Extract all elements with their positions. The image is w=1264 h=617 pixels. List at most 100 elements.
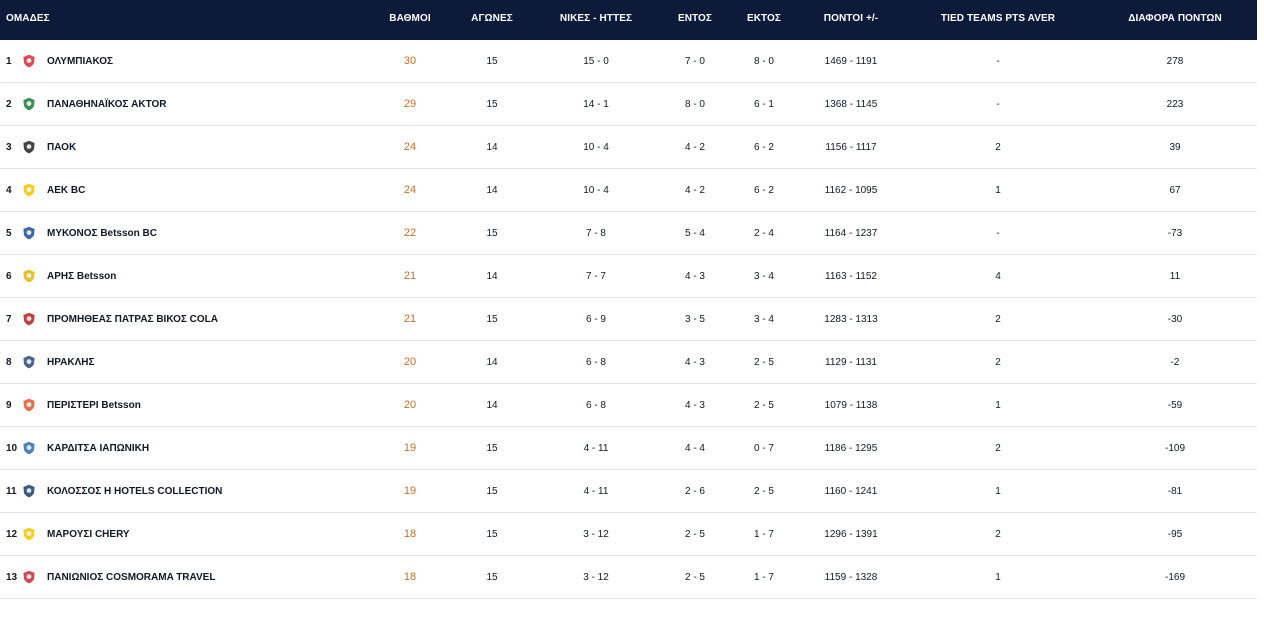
team-points-for-against: 1129 - 1131 [825,356,877,368]
team-games: 15 [486,571,498,583]
header-tied-teams[interactable]: TIED TEAMS PTS AVER [940,12,1056,24]
team-position: 10 [6,442,18,454]
standings-table: ΟΜΑΔΕΣ ΒΑΘΜΟΙ ΑΓΩΝΕΣ ΝΙΚΕΣ - ΗΤΤΕΣ ΕΝΤΟΣ… [0,0,1257,599]
team-name-link[interactable]: ΠΑΟΚ [47,141,77,153]
table-row[interactable]: 7 ΠΡΟΜΗΘΕΑΣ ΠΑΤΡΑΣ ΒΙΚΟΣ COLA 21 15 6 - 9 3 -… [0,298,1257,341]
team-logo-cell [20,169,38,211]
team-name-link[interactable]: ΚΑΡΔΙΤΣΑ ΙΑΠΩΝΙΚΗ [47,442,150,454]
team-point-diff: -59 [1167,399,1183,411]
team-points-for-against: 1156 - 1117 [825,141,877,153]
header-wins-losses[interactable]: ΝΙΚΕΣ - ΗΤΤΕΣ [559,12,633,24]
team-points: 30 [403,55,417,67]
team-wins-losses: 10 - 4 [583,141,609,153]
team-position: 5 [6,227,12,239]
table-row[interactable]: 12 ΜΑΡΟΥΣΙ CHERY 18 15 3 - 12 2 - 5 1 - 7 1296 … [0,513,1257,556]
header-points-for-against[interactable]: ΠΟΝΤΟΙ +/- [823,12,879,24]
team-point-diff: -95 [1167,528,1183,540]
team-logo-cell [20,212,38,254]
team-logo-cell [20,513,38,555]
team-position: 4 [6,184,12,196]
team-points: 18 [403,528,417,540]
team-home-record: 3 - 5 [684,313,705,325]
team-points: 29 [403,98,417,110]
team-logo-cell [20,470,38,512]
team-name-link[interactable]: ΠΑΝΙΩΝΙΟΣ COSMORAMA TRAVEL [47,571,216,583]
team-points-for-against: 1296 - 1391 [824,528,878,540]
team-home-record: 2 - 5 [684,528,705,540]
team-name-link[interactable]: ΜΑΡΟΥΣΙ CHERY [47,528,130,540]
table-row[interactable]: 5 ΜΥΚΟΝΟΣ Betsson BC 22 15 7 - 8 5 - 4 2 - 4 11… [0,212,1257,255]
team-home-record: 4 - 3 [684,270,705,282]
team-away-record: 3 - 4 [753,313,774,325]
team-home-record: 4 - 3 [684,399,705,411]
team-name-link[interactable]: ΑΡΗΣ Betsson [47,270,117,282]
team-points: 21 [403,313,417,325]
team-position: 2 [6,98,12,110]
team-position: 8 [6,356,12,368]
team-name-link[interactable]: ΜΥΚΟΝΟΣ Betsson BC [47,227,157,239]
team-name-link[interactable]: ΚΟΛΟΣΣΟΣ H HOTELS COLLECTION [47,485,223,497]
team-wins-losses: 3 - 12 [583,528,609,540]
team-points-for-against: 1079 - 1138 [824,399,878,411]
promitheas-logo [22,312,36,326]
team-wins-losses: 6 - 8 [585,356,606,368]
team-away-record: 2 - 5 [753,485,774,497]
team-name-link[interactable]: ΗΡΑΚΛΗΣ [47,356,95,368]
team-name-link[interactable]: ΠΡΟΜΗΘΕΑΣ ΠΑΤΡΑΣ ΒΙΚΟΣ COLA [47,313,218,325]
team-point-diff: 278 [1166,55,1184,67]
header-team[interactable]: ΟΜΑΔΕΣ [6,12,50,24]
aris-logo [22,269,36,283]
team-home-record: 5 - 4 [684,227,705,239]
team-points: 21 [403,270,417,282]
table-row[interactable]: 2 ΠΑΝΑΘΗΝΑΪΚΟΣ AKTOR 29 15 14 - 1 8 - 0 6 - 1 1… [0,83,1257,126]
team-position: 1 [6,55,12,67]
table-row[interactable]: 4 AEK BC 24 14 10 - 4 4 - 2 6 - 2 1162 - 1095 1 6… [0,169,1257,212]
team-point-diff: -2 [1170,356,1180,368]
team-wins-losses: 6 - 8 [585,399,606,411]
team-wins-losses: 4 - 11 [583,442,609,454]
header-point-diff[interactable]: ΔΙΑΦΟΡΑ ΠΟΝΤΩΝ [1128,12,1222,24]
team-home-record: 2 - 6 [684,485,705,497]
team-name-link[interactable]: ΟΛΥΜΠΙΑΚΟΣ [47,55,114,67]
table-row[interactable]: 8 ΗΡΑΚΛΗΣ 20 14 6 - 8 4 - 3 2 - 5 1129 - 1131 2 -… [0,341,1257,384]
panionios-logo [22,570,36,584]
team-away-record: 1 - 7 [753,528,774,540]
team-name-link[interactable]: ΠΑΝΑΘΗΝΑΪΚΟΣ AKTOR [47,98,167,110]
team-logo-cell [20,427,38,469]
team-name-link[interactable]: ΠΕΡΙΣΤΕΡΙ Betsson [47,399,141,411]
header-games[interactable]: ΑΓΩΝΕΣ [471,12,513,24]
team-name-link[interactable]: AEK BC [47,184,86,196]
olympiacos-logo [22,54,36,68]
header-home[interactable]: ΕΝΤΟΣ [677,12,713,24]
table-row[interactable]: 3 ΠΑΟΚ 24 14 10 - 4 4 - 2 6 - 2 1156 - 1117 2 39 [0,126,1257,169]
team-position: 3 [6,141,12,153]
team-logo-cell [20,40,38,82]
header-away[interactable]: ΕΚΤΟΣ [746,12,782,24]
team-wins-losses: 3 - 12 [583,571,609,583]
team-games: 15 [486,98,498,110]
team-points-for-against: 1368 - 1145 [824,98,878,110]
team-tied-pts-aver: 2 [995,442,1001,454]
team-games: 14 [486,356,498,368]
team-games: 15 [486,313,498,325]
table-row[interactable]: 1 ΟΛΥΜΠΙΑΚΟΣ 30 15 15 - 0 7 - 0 8 - 0 1469 - 11… [0,40,1257,83]
table-row[interactable]: 6 ΑΡΗΣ Betsson 21 14 7 - 7 4 - 3 3 - 4 1163 - 1… [0,255,1257,298]
team-points: 19 [403,485,417,497]
team-point-diff: -169 [1164,571,1185,583]
header-points[interactable]: ΒΑΘΜΟΙ [389,12,431,24]
team-tied-pts-aver: 2 [995,528,1001,540]
team-points: 24 [403,141,417,153]
team-away-record: 0 - 7 [753,442,774,454]
team-logo-cell [20,298,38,340]
team-logo-cell [20,556,38,598]
table-row[interactable]: 13 ΠΑΝΙΩΝΙΟΣ COSMORAMA TRAVEL 18 15 3 - 12 2 … [0,556,1257,599]
team-home-record: 4 - 2 [684,184,705,196]
team-points: 20 [403,356,417,368]
team-tied-pts-aver: 2 [995,141,1001,153]
team-games: 14 [486,184,498,196]
team-points: 18 [403,571,417,583]
table-row[interactable]: 10 ΚΑΡΔΙΤΣΑ ΙΑΠΩΝΙΚΗ 19 15 4 - 11 4 - 4 0 - 7 1… [0,427,1257,470]
table-row[interactable]: 9 ΠΕΡΙΣΤΕΡΙ Betsson 20 14 6 - 8 4 - 3 2 - 5 107… [0,384,1257,427]
table-row[interactable]: 11 ΚΟΛΟΣΣΟΣ H HOTELS COLLECTION 19 15 4 - 11… [0,470,1257,513]
